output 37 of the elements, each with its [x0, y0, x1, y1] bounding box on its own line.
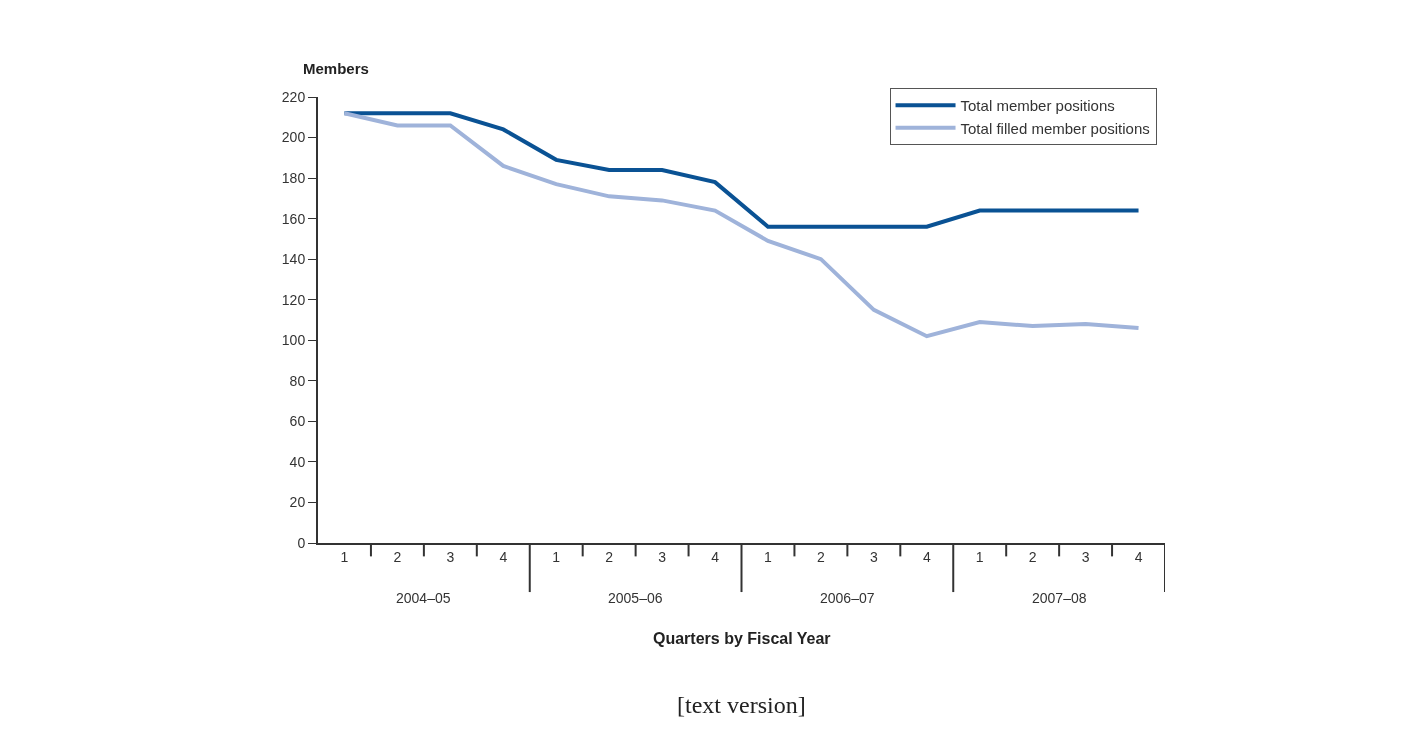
x-tick-label: 1 — [340, 548, 349, 565]
legend-label: Total member positions — [960, 97, 1115, 115]
y-tick-label: 180 — [281, 169, 306, 186]
y-tick-label: 60 — [289, 413, 306, 430]
y-tick-label: 40 — [289, 453, 306, 470]
y-tick-label: 0 — [297, 534, 306, 551]
y-tick-label: 20 — [289, 494, 306, 511]
x-tick-label: 2 — [817, 548, 826, 565]
y-tick-label: 120 — [281, 291, 306, 308]
y-axis-title: Members — [303, 60, 369, 77]
text: 2004–05 — [396, 590, 451, 606]
x-tick-label: 4 — [1134, 548, 1143, 565]
text: [text version] — [677, 692, 806, 718]
x-tick-label: 1 — [764, 548, 773, 565]
legend-label: Total filled member positions — [960, 119, 1150, 137]
x-tick-label: 2 — [393, 548, 402, 565]
x-tick-label: 4 — [711, 548, 720, 565]
x-tick-label: 2 — [605, 548, 614, 565]
y-tick-label: 160 — [281, 210, 306, 227]
x-axis-title: Quarters by Fiscal Year — [653, 630, 831, 647]
y-tick-label: 100 — [281, 332, 306, 349]
y-tick-label: 220 — [281, 88, 306, 105]
text: 2006–07 — [820, 590, 875, 606]
y-tick-label: 140 — [281, 251, 306, 268]
text: 2007–08 — [1032, 590, 1087, 606]
x-tick-label: 1 — [975, 548, 984, 565]
text: 2005–06 — [608, 590, 663, 606]
x-tick-label: 2 — [1028, 548, 1037, 565]
x-tick-label: 4 — [922, 548, 931, 565]
x-tick-label: 3 — [658, 548, 667, 565]
x-tick-label: 3 — [869, 548, 878, 565]
x-tick-label: 4 — [499, 548, 508, 565]
y-tick-label: 200 — [281, 129, 306, 146]
x-tick-label: 1 — [552, 548, 561, 565]
x-tick-label: 3 — [1081, 548, 1090, 565]
x-tick-label: 3 — [446, 548, 455, 565]
y-tick-label: 80 — [289, 372, 306, 389]
